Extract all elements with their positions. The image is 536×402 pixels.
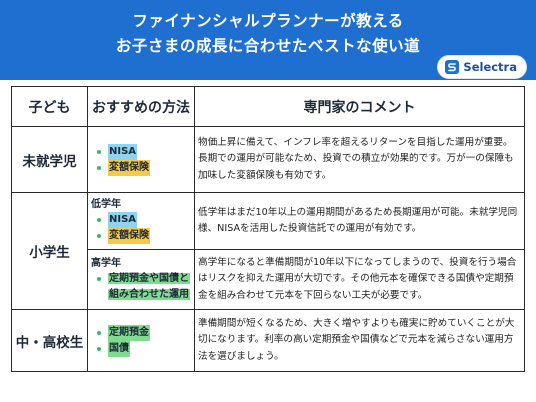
table-header-row: 子ども おすすめの方法 専門家のコメント bbox=[11, 86, 525, 127]
method-item: NISA bbox=[91, 212, 194, 228]
comment-text: 物価上昇に備えて、インフレ率を超えるリターンを目指した運用が重要。長期での運用が… bbox=[194, 126, 525, 193]
grade-label: 高学年 bbox=[91, 257, 121, 269]
method-label: 定期預金 bbox=[108, 324, 150, 341]
table-row: 高学年 定期預金や国債と 組み合わせた運用 高学年になると準備期間が10年以下にな… bbox=[12, 249, 525, 310]
method-cell: 高学年 定期預金や国債と 組み合わせた運用 bbox=[87, 249, 195, 310]
header-title-line-1: ファイナンシャルプランナーが教える bbox=[132, 12, 404, 30]
method-item: 変額保険 bbox=[91, 228, 194, 244]
header-title-line-2: お子さまの成長に合わせたベストな使い道 bbox=[115, 37, 421, 55]
method-label: 変額保険 bbox=[108, 159, 150, 176]
header-child: 子ども bbox=[11, 86, 88, 127]
child-label: 中・高校生 bbox=[11, 309, 88, 372]
method-item: 定期預金 bbox=[91, 324, 194, 341]
child-label: 小学生 bbox=[11, 192, 88, 310]
method-item: 定期預金や国債と 組み合わせた運用 bbox=[91, 271, 194, 303]
brand-name: Selectra bbox=[463, 60, 517, 74]
grade-label: 低学年 bbox=[91, 199, 121, 210]
method-label-cont: 組み合わせた運用 bbox=[108, 288, 190, 300]
method-item: NISA bbox=[91, 143, 194, 160]
bullet-icon bbox=[97, 276, 101, 281]
table-row: 中・高校生 定期預金 国債 準備期間が短くなるため、大きく増やすよりも確実に貯め… bbox=[11, 309, 525, 372]
method-cell: NISA 変額保険 bbox=[87, 126, 195, 193]
method-label: 変額保険 bbox=[108, 228, 150, 244]
comment-text: 高学年になると準備期間が10年以下になってしまうので、投資を行う場合はリスクを抑… bbox=[194, 249, 525, 310]
bullet-icon bbox=[97, 346, 101, 351]
table-row: 小学生 低学年 NISA 変額保険 低学年はまだ10年以上の運用期間があるため長… bbox=[11, 192, 525, 310]
comment-text: 低学年はまだ10年以上の運用期間があるため長期運用が可能。未就学児同様、NISA… bbox=[194, 192, 525, 250]
method-item: 国債 bbox=[91, 340, 194, 357]
bullet-icon bbox=[97, 234, 101, 238]
page-header: ファイナンシャルプランナーが教える お子さまの成長に合わせたベストな使い道 Se… bbox=[0, 0, 536, 80]
comment-text: 準備期間が短くなるため、大きく増やすよりも確実に貯めていくことが大切になります。… bbox=[194, 309, 525, 372]
method-cell: 定期預金 国債 bbox=[87, 309, 195, 372]
brand-logo: Selectra bbox=[438, 56, 526, 78]
header-method: おすすめの方法 bbox=[87, 86, 195, 127]
method-label: NISA bbox=[108, 212, 138, 228]
method-item: 変額保険 bbox=[91, 159, 194, 176]
bullet-icon bbox=[97, 330, 101, 335]
child-label: 未就学児 bbox=[11, 126, 88, 193]
selectra-s-icon bbox=[445, 60, 460, 74]
header-comment: 専門家のコメント bbox=[194, 86, 525, 127]
method-label: 国債 bbox=[108, 340, 130, 357]
method-label: 定期預金や国債と bbox=[108, 272, 190, 284]
recommendation-table: 子ども おすすめの方法 専門家のコメント 未就学児 NISA 変額保険 物価上昇… bbox=[11, 86, 525, 372]
table-row: 未就学児 NISA 変額保険 物価上昇に備えて、インフレ率を超えるリターンを目指… bbox=[11, 126, 525, 193]
method-label: NISA bbox=[108, 143, 138, 160]
bullet-icon bbox=[97, 165, 101, 170]
method-cell: 低学年 NISA 変額保険 bbox=[87, 192, 195, 250]
bullet-icon bbox=[97, 218, 101, 222]
bullet-icon bbox=[97, 149, 101, 154]
